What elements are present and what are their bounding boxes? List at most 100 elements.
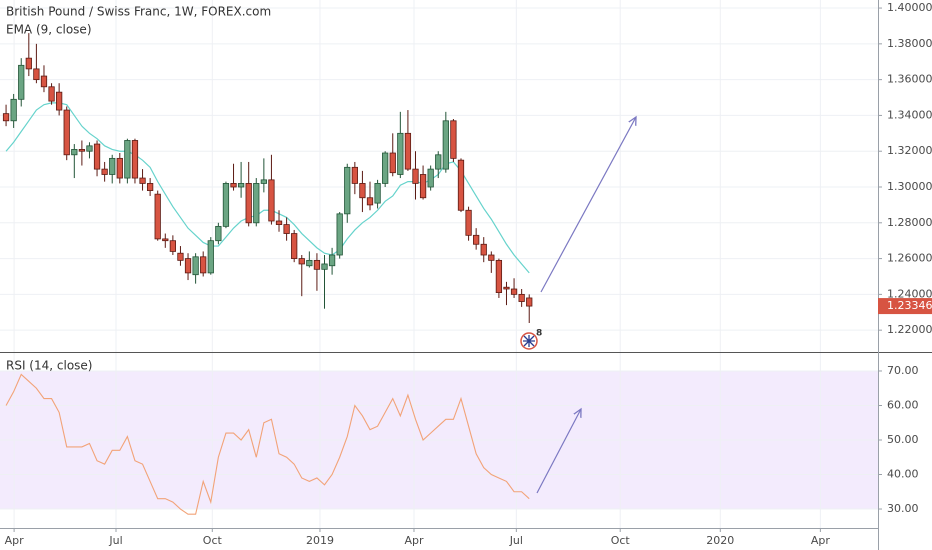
grid	[0, 0, 882, 528]
forecast-arrow	[536, 409, 581, 494]
candle-body	[442, 120, 449, 170]
candle-body	[291, 233, 298, 259]
candle-body	[162, 238, 169, 242]
last-price-tag	[878, 298, 932, 315]
candle-body	[495, 259, 503, 293]
candle-body	[86, 145, 93, 152]
candle-body	[526, 297, 533, 307]
y-tick-label: 1.24000	[887, 287, 932, 300]
candle-body	[192, 256, 199, 276]
candle-body	[435, 154, 442, 170]
candle-body	[124, 140, 131, 179]
candle-body	[63, 109, 70, 156]
y-tick-label: 1.34000	[887, 108, 932, 121]
x-tick-label: Oct	[611, 534, 631, 547]
event-badge: 8	[536, 329, 542, 339]
candle-body	[268, 179, 275, 222]
event-flag	[523, 335, 535, 347]
candle-body	[139, 177, 146, 184]
y-tick-label: 1.36000	[887, 73, 932, 86]
x-tick-label: Apr	[404, 534, 424, 547]
candle-body	[465, 209, 472, 236]
candle-body	[260, 179, 267, 184]
candle-body	[48, 86, 55, 102]
candle-body	[382, 152, 389, 184]
y-tick-label: 30.00	[887, 502, 919, 515]
candle-body	[25, 57, 32, 70]
candle-body	[336, 213, 343, 256]
candle-body	[116, 157, 123, 179]
candle-body	[503, 286, 510, 290]
candle-body	[397, 132, 404, 175]
candle-body	[169, 240, 176, 252]
candle-body	[131, 140, 139, 179]
candle-body	[518, 293, 525, 302]
candle-body	[351, 166, 358, 184]
candle-body	[488, 254, 495, 261]
candle-body	[313, 259, 321, 270]
y-tick-label: 1.22000	[887, 323, 932, 336]
candle-body	[56, 91, 63, 111]
candle-body	[184, 258, 192, 274]
x-tick-label: Jul	[509, 534, 523, 547]
candle-body	[253, 183, 260, 224]
candle-body	[510, 288, 518, 295]
candle-body	[154, 193, 161, 240]
candle-body	[359, 183, 366, 199]
candle-body	[457, 159, 465, 211]
candle-body	[207, 240, 214, 274]
y-tick-label: 60.00	[887, 398, 919, 411]
candle-body	[2, 113, 10, 122]
x-tick-label: Apr	[811, 534, 831, 547]
x-tick-label: Apr	[5, 534, 25, 547]
rsi-line	[5, 373, 530, 515]
x-tick-label: Oct	[203, 534, 223, 547]
candle-body	[473, 234, 480, 245]
candle-body	[33, 68, 40, 81]
candle-body	[222, 183, 230, 227]
candle-body	[230, 183, 237, 188]
candle-body	[450, 120, 457, 159]
candle-body	[40, 75, 48, 88]
candle-body	[427, 168, 434, 188]
chart-title: British Pound / Swiss Franc, 1W, FOREX.c…	[6, 5, 271, 19]
ema-line	[5, 102, 530, 274]
candle-body	[101, 168, 108, 175]
y-tick-label: 1.26000	[887, 252, 932, 265]
y-tick-label: 70.00	[887, 364, 919, 377]
candle-body	[419, 174, 427, 199]
candle-body	[237, 183, 245, 188]
y-tick-label: 1.38000	[887, 37, 932, 50]
legend-entry: RSI (14, close)	[6, 359, 92, 373]
forecast-arrow	[540, 117, 636, 293]
candle-body	[321, 263, 328, 270]
candle-body	[10, 98, 17, 122]
candle-body	[275, 220, 283, 225]
candle-body	[366, 197, 374, 206]
candle-body	[298, 258, 305, 265]
y-tick-label: 50.00	[887, 433, 919, 446]
marks	[2, 33, 533, 515]
candle-body	[200, 256, 207, 274]
candle-body	[215, 225, 222, 242]
candle-body	[18, 64, 25, 100]
y-tick-label: 40.00	[887, 468, 919, 481]
candle-body	[328, 254, 336, 267]
y-tick-label: 1.28000	[887, 216, 932, 229]
candle-body	[404, 132, 412, 170]
candle-body	[374, 183, 381, 204]
candle-body	[306, 259, 313, 267]
legend-entry: EMA (9, close)	[6, 23, 92, 37]
candle-body	[389, 152, 396, 174]
y-tick-label: 1.30000	[887, 180, 932, 193]
last-price-label: 1.23346	[887, 299, 932, 312]
x-tick-label: 2020	[706, 534, 734, 547]
candle-body	[71, 149, 78, 156]
candle-body	[109, 157, 116, 175]
candle-body	[480, 243, 487, 256]
candle-body	[177, 252, 184, 261]
y-tick-label: 1.32000	[887, 144, 932, 157]
x-tick-label: Jul	[108, 534, 122, 547]
candle-body	[93, 143, 101, 170]
